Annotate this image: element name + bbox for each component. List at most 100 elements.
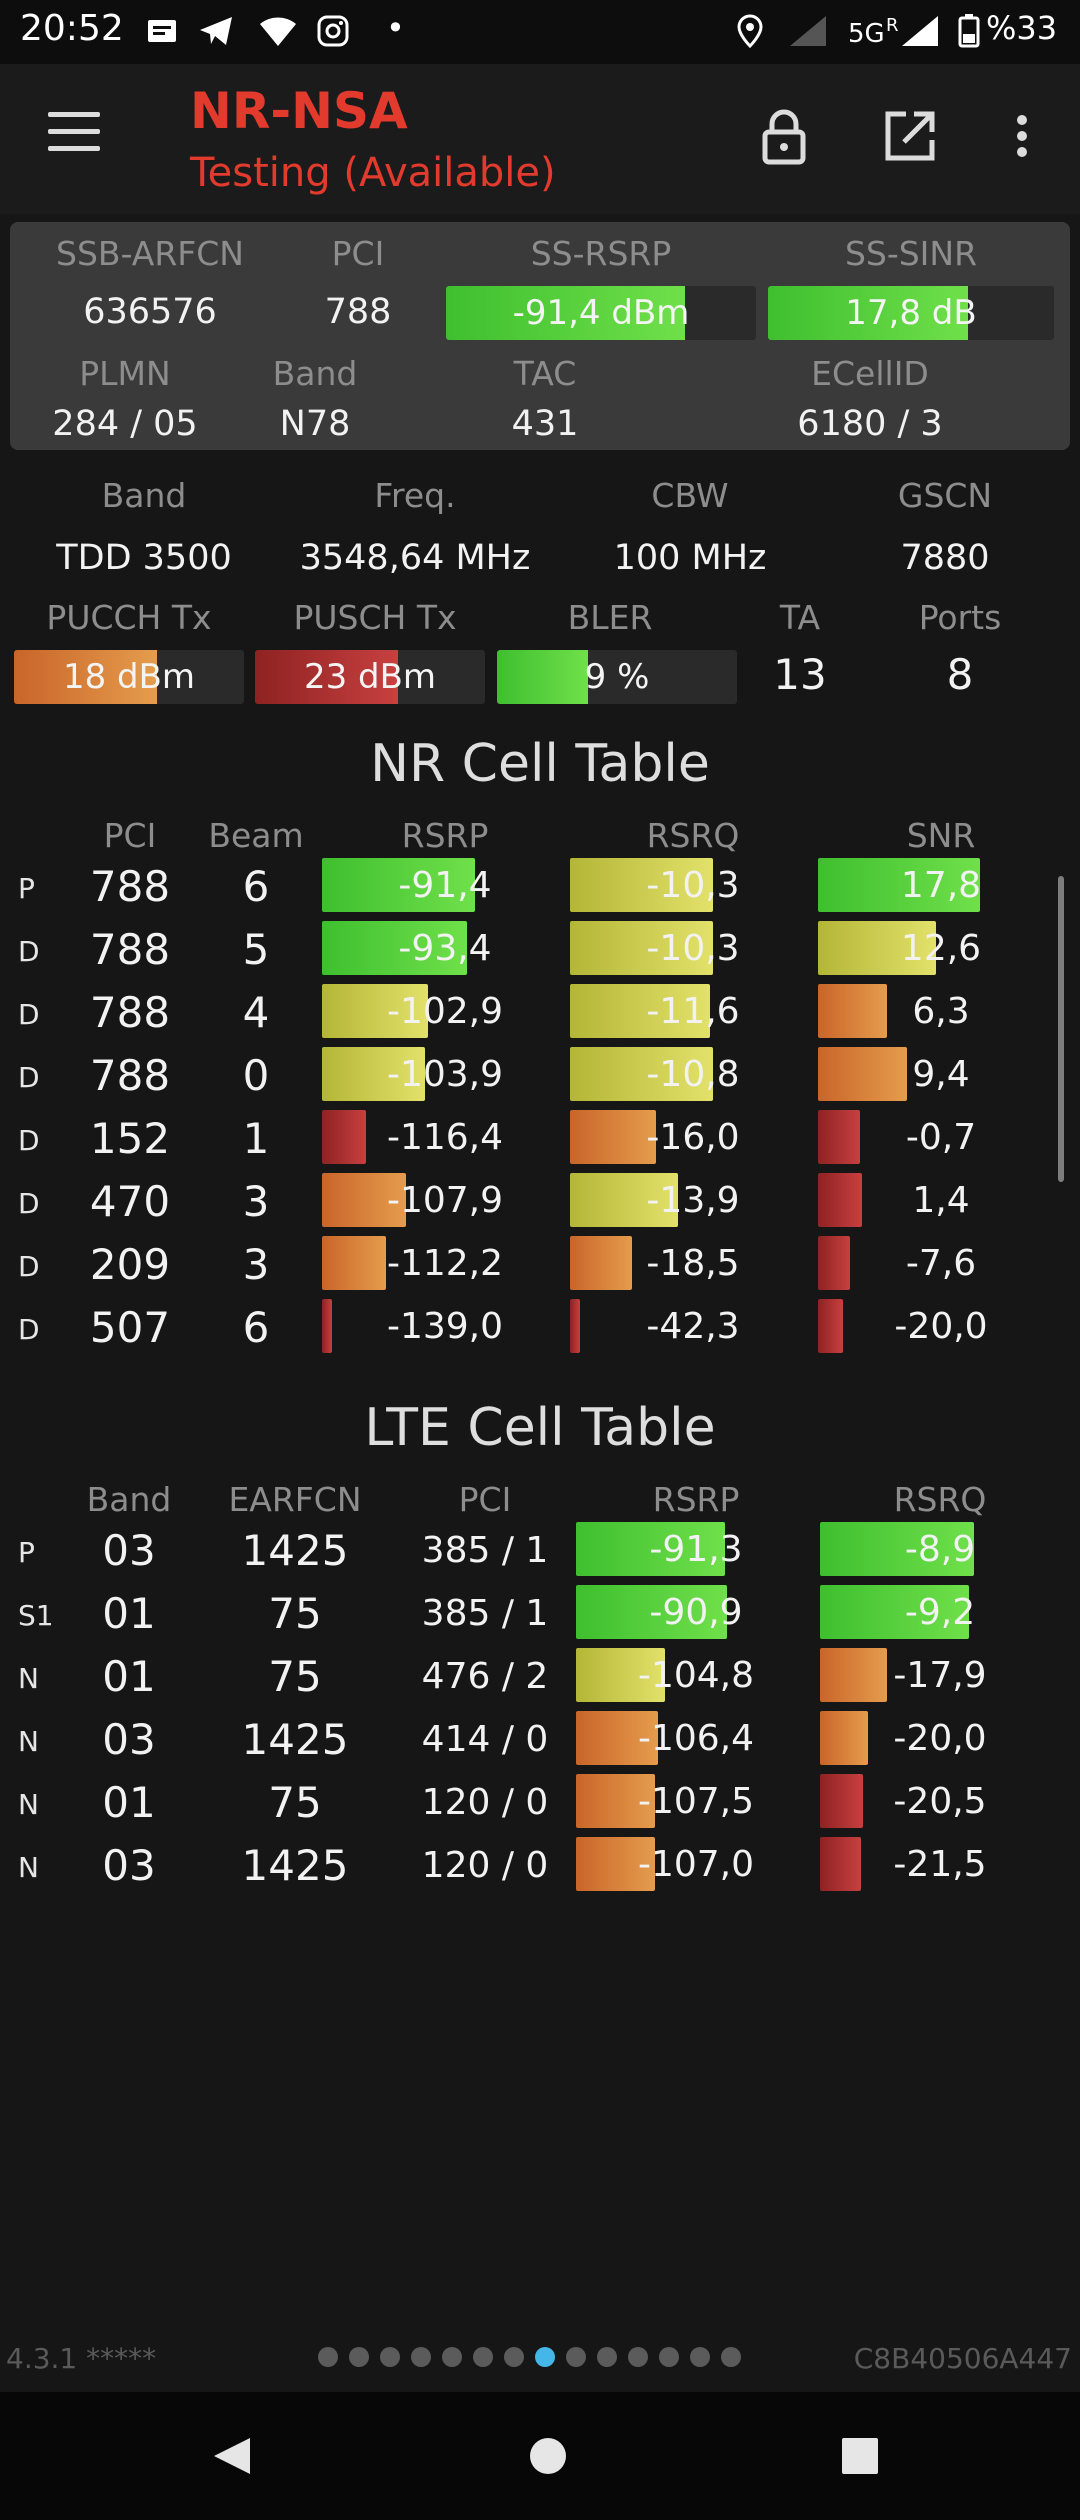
page-dot[interactable] (318, 2347, 338, 2367)
telegram-icon (198, 14, 234, 55)
page-dot[interactable] (349, 2347, 369, 2367)
page-dot[interactable] (659, 2347, 679, 2367)
recents-icon[interactable] (840, 2436, 880, 2480)
device-id-label: C8B40506A447 (853, 2342, 1072, 2375)
menu-icon[interactable] (48, 112, 100, 152)
page-dot[interactable] (690, 2347, 710, 2367)
ss-rsrp-bar: -91,4 dBm (446, 286, 756, 340)
page-dot[interactable] (597, 2347, 617, 2367)
page-indicator[interactable] (318, 2347, 741, 2367)
ports-value: 8 (946, 650, 974, 699)
lte-row-earfcn: 1425 (241, 1715, 349, 1764)
nr-table-scrollbar[interactable] (1058, 876, 1064, 1182)
lte-row-earfcn: 75 (268, 1778, 322, 1827)
lte-row-rsrq-bar: -20,0 (820, 1711, 1060, 1765)
gscn-label: GSCN (897, 476, 993, 515)
nr-row-rsrq-fill (570, 858, 713, 912)
lte-row-band: 03 (102, 1715, 156, 1764)
lte-row-rsrp-fill (576, 1711, 658, 1765)
lte-band-header: Band (86, 1480, 172, 1519)
nr-row-snr-bar: 6,3 (818, 984, 1064, 1038)
pusch-fill (255, 650, 398, 704)
page-dot[interactable] (473, 2347, 493, 2367)
nr-row-snr-fill (818, 1299, 843, 1353)
lte-row-band: 01 (102, 1778, 156, 1827)
cbw-label: CBW (651, 476, 729, 515)
lte-row-rsrp-value: -106,4 (637, 1717, 755, 1759)
page-dot[interactable] (721, 2347, 741, 2367)
nr-row-tag: D (18, 998, 40, 1031)
wifi-icon (258, 14, 298, 55)
ta-label: TA (779, 598, 821, 637)
more-vertical-icon[interactable] (1000, 104, 1044, 168)
nr-row-rsrq-fill (570, 1299, 580, 1353)
location-icon (736, 14, 764, 55)
lock-icon[interactable] (752, 104, 816, 168)
nr-row-snr-value: -20,0 (894, 1305, 988, 1347)
nr-row-rsrp-bar: -107,9 (322, 1173, 568, 1227)
freq-value: 3548,64 MHz (299, 538, 531, 578)
lte-row-rsrp-fill (576, 1522, 725, 1576)
battery-level: %33 (986, 9, 1058, 47)
dot-icon: • (386, 9, 405, 47)
open-external-icon[interactable] (878, 104, 942, 168)
nr-row-snr-fill (818, 1173, 863, 1227)
lte-row-tag: N (18, 1662, 39, 1695)
nr-row-beam: 0 (242, 1051, 270, 1100)
nr-row-pci: 507 (89, 1303, 171, 1352)
nr-row-rsrq-fill (570, 1173, 679, 1227)
lte-row-band: 03 (102, 1841, 156, 1890)
lte-row-rsrp-bar: -107,5 (576, 1774, 816, 1828)
pci-label: PCI (331, 234, 385, 273)
lte-row-rsrq-value: -20,5 (893, 1780, 987, 1822)
nr-row-rsrq-fill (570, 1047, 713, 1101)
lte-row-band: 03 (102, 1526, 156, 1575)
nr-row-rsrq-value: -11,6 (646, 990, 740, 1032)
nr-row-beam: 3 (242, 1240, 270, 1289)
lte-row-rsrq-fill (820, 1585, 969, 1639)
status-bar: 20:52 • 5G R %33 (0, 0, 1080, 64)
instagram-icon (316, 14, 350, 55)
nr-row-rsrp-fill (322, 1110, 367, 1164)
ss-rsrp-fill (446, 286, 685, 340)
nr-row-rsrp-fill (322, 1236, 386, 1290)
nr-row-rsrq-bar: -10,3 (570, 858, 816, 912)
nr-row-snr-fill (818, 858, 981, 912)
signal-5g-icon (900, 14, 940, 55)
nr-row-snr-value: 17,8 (900, 864, 982, 906)
lte-row-tag: N (18, 1851, 39, 1884)
page-dot[interactable] (504, 2347, 524, 2367)
lte-row-rsrq-bar: -20,5 (820, 1774, 1060, 1828)
page-dot[interactable] (411, 2347, 431, 2367)
tac-label: TAC (513, 354, 577, 393)
page-dot[interactable] (535, 2347, 555, 2367)
pci-value: 788 (324, 292, 392, 332)
tac-value: 431 (511, 404, 579, 444)
page-title: NR-NSA (190, 82, 408, 140)
lte-row-rsrq-value: -9,2 (904, 1591, 976, 1633)
home-icon[interactable] (526, 2434, 570, 2482)
lte-row-tag: N (18, 1725, 39, 1758)
page-dot[interactable] (442, 2347, 462, 2367)
nr-row-rsrp-bar: -139,0 (322, 1299, 568, 1353)
lte-row-rsrq-bar: -21,5 (820, 1837, 1060, 1891)
page-dot[interactable] (380, 2347, 400, 2367)
page-dot[interactable] (566, 2347, 586, 2367)
nr-table-title: NR Cell Table (370, 734, 710, 794)
nr-row-snr-value: -0,7 (905, 1116, 977, 1158)
nr-row-tag: D (18, 1187, 40, 1220)
page-dot[interactable] (628, 2347, 648, 2367)
nr-row-rsrp-fill (322, 858, 475, 912)
nr-row-rsrp-value: -107,9 (386, 1179, 504, 1221)
band-value: N78 (279, 404, 351, 444)
lte-row-rsrp-value: -90,9 (649, 1591, 743, 1633)
ports-label: Ports (918, 598, 1002, 637)
nr-row-snr-bar: -0,7 (818, 1110, 1064, 1164)
lte-row-rsrq-value: -20,0 (893, 1717, 987, 1759)
nr-row-rsrp-bar: -103,9 (322, 1047, 568, 1101)
back-icon[interactable] (210, 2434, 254, 2482)
roaming-label: R (886, 15, 899, 36)
nr-row-snr-fill (818, 1047, 907, 1101)
nr-row-rsrq-fill (570, 984, 711, 1038)
lte-row-rsrq-fill (820, 1837, 861, 1891)
